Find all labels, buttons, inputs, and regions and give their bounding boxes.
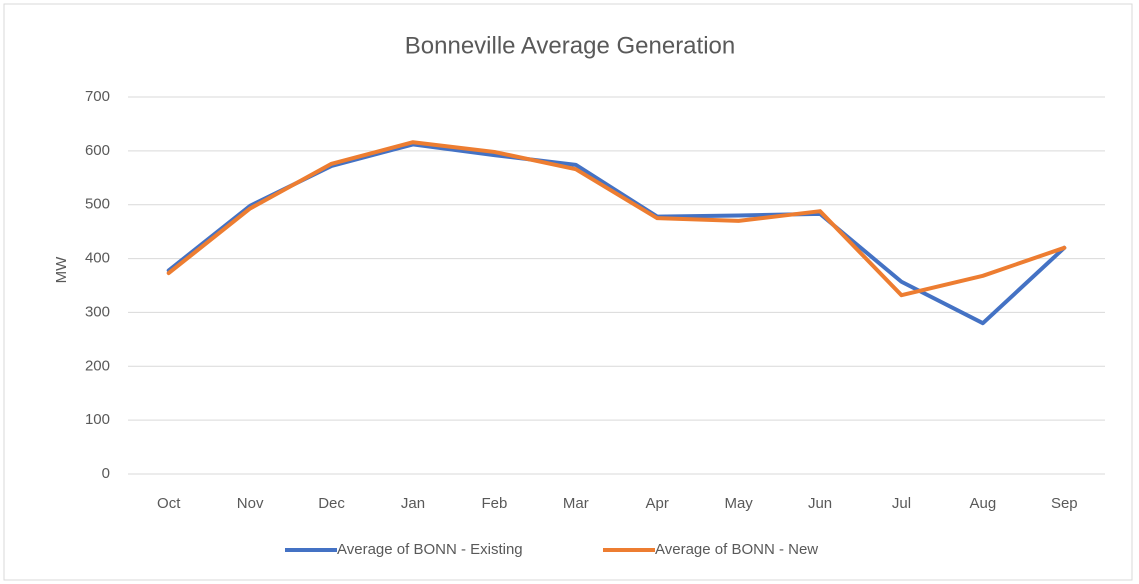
x-tick-label: Mar [563, 495, 589, 512]
y-tick-label: 500 [85, 196, 110, 213]
x-tick-label: Aug [970, 495, 997, 512]
x-tick-label: Jun [808, 495, 832, 512]
y-tick-label: 400 [85, 250, 110, 267]
x-tick-label: Jan [401, 495, 425, 512]
y-tick-label: 600 [85, 142, 110, 159]
x-tick-label: Apr [646, 495, 669, 512]
x-tick-label: Feb [481, 495, 507, 512]
x-tick-label: Jul [892, 495, 911, 512]
y-tick-label: 0 [102, 465, 110, 482]
legend-label: Average of BONN - New [655, 541, 818, 558]
x-tick-label: Nov [237, 495, 264, 512]
y-tick-label: 700 [85, 88, 110, 105]
legend-label: Average of BONN - Existing [337, 541, 523, 558]
x-tick-label: May [724, 495, 753, 512]
y-axis-label: MW [53, 256, 70, 283]
data-line [166, 140, 1067, 298]
x-tick-label: Sep [1051, 495, 1078, 512]
chart-title: Bonneville Average Generation [405, 32, 735, 59]
chart-border [3, 3, 1133, 581]
y-tick-label: 300 [85, 303, 110, 320]
x-tick-label: Oct [157, 495, 181, 512]
x-tick-label: Dec [318, 495, 345, 512]
y-tick-label: 200 [85, 357, 110, 374]
y-tick-label: 100 [85, 411, 110, 428]
